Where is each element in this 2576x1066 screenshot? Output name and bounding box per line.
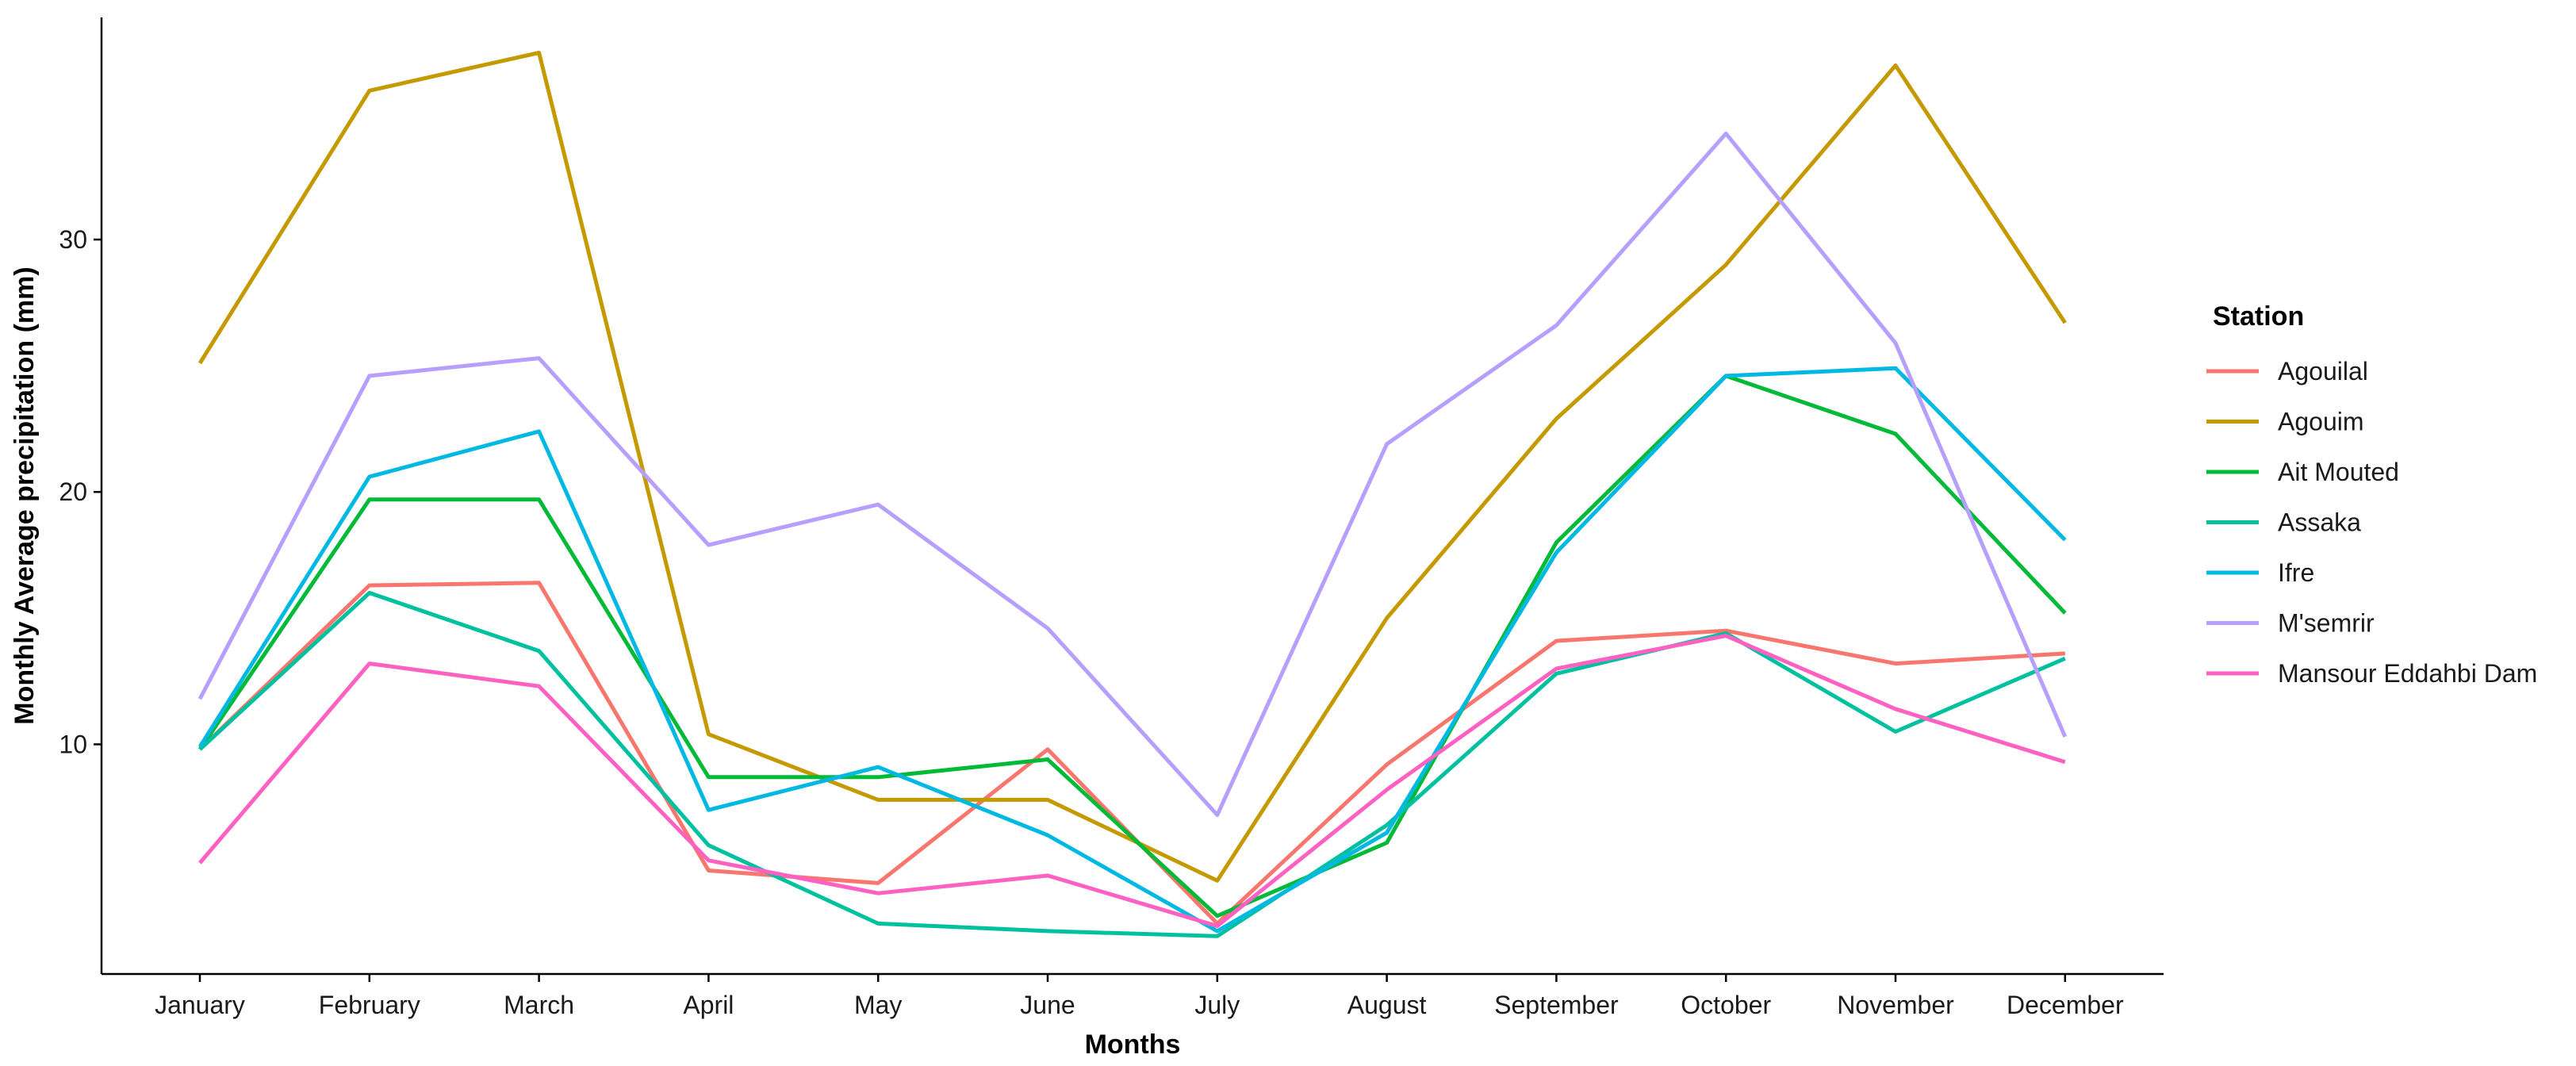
legend-title: Station bbox=[2213, 301, 2304, 332]
x-tick-label: March bbox=[504, 991, 574, 1019]
legend-label: Ait Mouted bbox=[2278, 458, 2399, 486]
series-line-ifre bbox=[197, 366, 2067, 934]
y-tick-label: 20 bbox=[59, 477, 87, 506]
series-lines bbox=[197, 51, 2068, 938]
legend-item: Assaka bbox=[2206, 508, 2361, 537]
x-tick-label: May bbox=[854, 991, 902, 1019]
series-line-ait-mouted bbox=[197, 374, 2067, 918]
legend-item: M'semrir bbox=[2206, 609, 2375, 638]
series-line-agouilal bbox=[198, 581, 2065, 926]
legend-item: Mansour Eddahbi Dam bbox=[2206, 659, 2537, 688]
legend-label: Ifre bbox=[2278, 558, 2314, 587]
y-tick-label: 10 bbox=[59, 730, 87, 758]
x-tick-label: July bbox=[1194, 991, 1240, 1019]
x-tick-label: February bbox=[319, 991, 420, 1019]
legend-label: M'semrir bbox=[2278, 609, 2375, 638]
legend-label: Agouilal bbox=[2278, 357, 2368, 385]
legend-items: Agouilal Agouim Ait Mouted Assaka Ifre M'semr… bbox=[2206, 357, 2537, 688]
series-line-agouim bbox=[197, 51, 2067, 883]
legend-label: Mansour Eddahbi Dam bbox=[2278, 659, 2537, 688]
x-tick-label: November bbox=[1837, 991, 1954, 1019]
legend: Station Agouilal Agouim Ait Mouted Assaka If… bbox=[2206, 301, 2537, 688]
y-axis-ticks: 10 20 30 bbox=[59, 225, 102, 758]
x-tick-label: August bbox=[1347, 991, 1427, 1019]
y-axis-title: Monthly Average precipitation (mm) bbox=[10, 266, 40, 724]
x-tick-label: October bbox=[1681, 991, 1771, 1019]
x-tick-label: January bbox=[155, 991, 245, 1019]
x-tick-label: April bbox=[683, 991, 734, 1019]
legend-item: Agouim bbox=[2206, 408, 2364, 436]
x-axis-title: Months bbox=[1085, 1030, 1181, 1060]
series-line-m-semrir bbox=[197, 131, 2068, 817]
legend-item: Agouilal bbox=[2206, 357, 2368, 385]
legend-item: Ait Mouted bbox=[2206, 458, 2399, 486]
x-tick-label: September bbox=[1494, 991, 1619, 1019]
legend-label: Assaka bbox=[2278, 508, 2361, 537]
x-tick-label: June bbox=[1020, 991, 1075, 1019]
legend-item: Ifre bbox=[2206, 558, 2314, 587]
series-line-mansour-eddahbi-dam bbox=[198, 634, 2066, 928]
x-axis-ticks: January February March April May June July Augu… bbox=[155, 974, 2124, 1019]
x-tick-label: December bbox=[2007, 991, 2124, 1019]
legend-label: Agouim bbox=[2278, 408, 2364, 436]
y-tick-label: 30 bbox=[59, 225, 87, 254]
